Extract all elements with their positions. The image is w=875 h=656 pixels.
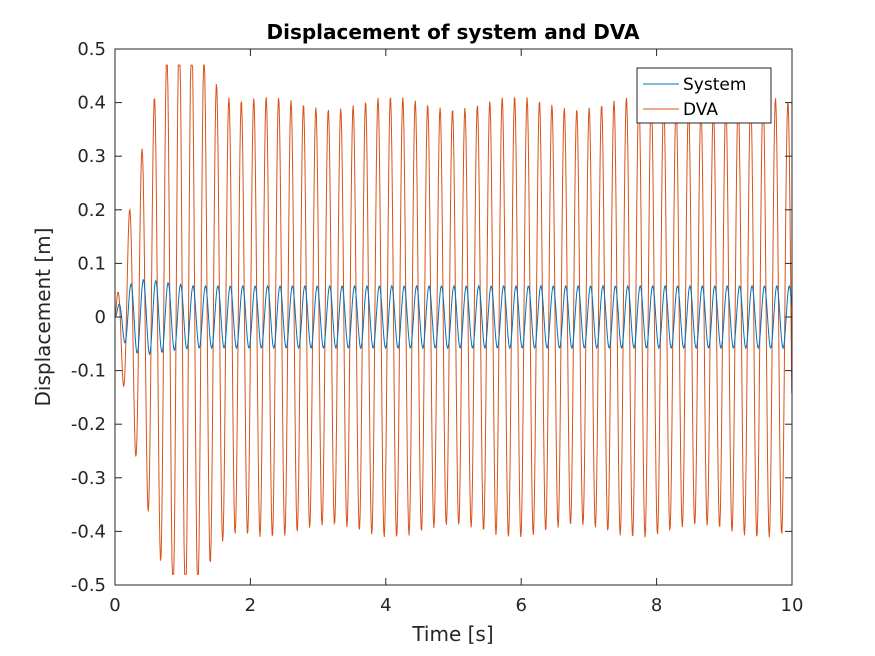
series-layer — [114, 64, 793, 575]
legend-label-dva: DVA — [683, 100, 718, 120]
x-axis-label: Time [s] — [411, 622, 493, 646]
legend: System DVA — [636, 67, 772, 124]
y-tick-label: -0.4 — [71, 521, 106, 542]
y-tick-label: 0 — [95, 307, 106, 328]
x-tick-label: 2 — [245, 595, 256, 616]
y-axis: -0.5 -0.4 -0.3 -0.2 -0.1 0 0.1 0.2 0.3 0.4 0.5 — [71, 39, 792, 596]
series-line-dva — [114, 64, 793, 575]
x-tick-label: 10 — [781, 595, 804, 616]
y-tick-label: 0.5 — [77, 39, 106, 60]
y-tick-label: 0.3 — [77, 146, 106, 167]
x-tick-label: 4 — [380, 595, 391, 616]
x-tick-label: 0 — [109, 595, 120, 616]
y-axis-label: Displacement [m] — [31, 228, 55, 407]
chart-title: Displacement of system and DVA — [266, 20, 640, 44]
x-tick-label: 8 — [651, 595, 662, 616]
y-tick-label: -0.3 — [71, 468, 106, 489]
x-tick-label: 6 — [515, 595, 526, 616]
y-tick-label: 0.1 — [77, 253, 106, 274]
legend-box — [636, 67, 772, 124]
x-axis: 0 2 4 6 8 10 — [109, 49, 803, 616]
y-tick-label: 0.2 — [77, 200, 106, 221]
series-line-system — [114, 278, 793, 356]
y-tick-label: -0.1 — [71, 361, 106, 382]
legend-label-system: System — [683, 75, 746, 95]
y-tick-label: 0.4 — [77, 93, 106, 114]
y-tick-label: -0.2 — [71, 414, 106, 435]
y-tick-label: -0.5 — [71, 575, 106, 596]
